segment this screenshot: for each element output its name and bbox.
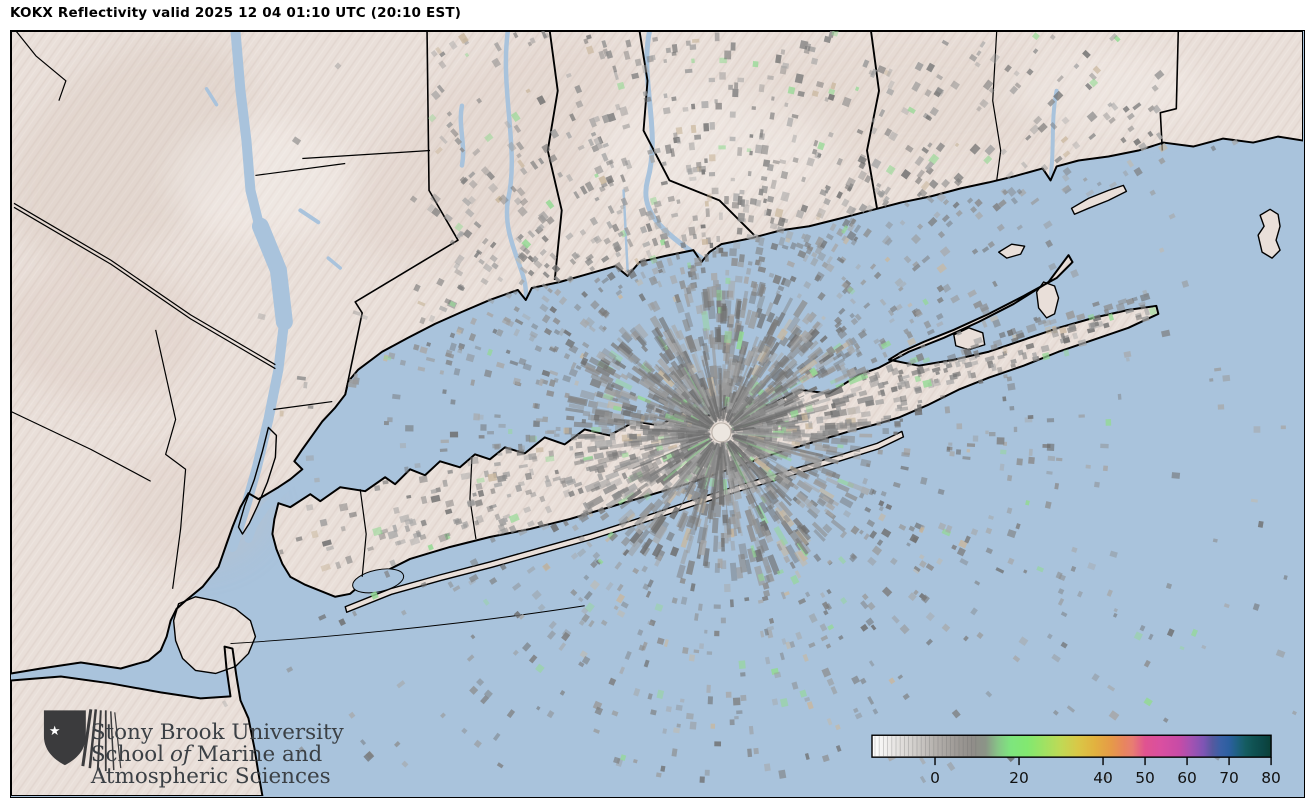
colorbar-gradient [871, 734, 1272, 758]
university-logo: ★ Stony Brook University School of Marine … [43, 709, 345, 789]
radar-map: 0 20 40 50 60 70 80 ★ Stony Brook University S… [10, 30, 1305, 798]
hudson-river [227, 31, 290, 552]
logo-star-icon: ★ [49, 724, 61, 739]
logo-line-3: Atmospheric Sciences [90, 764, 331, 789]
pond-1 [204, 87, 219, 107]
colorbar: 0 20 40 50 60 70 80 [871, 734, 1281, 787]
housatonic-river [503, 31, 529, 299]
nj-county-line-2 [11, 410, 151, 482]
ct-county-line-2 [638, 31, 755, 236]
nj-county-line-1 [155, 329, 187, 589]
boundaries [11, 31, 1180, 645]
ny-nj-border-a [13, 202, 276, 366]
ny-ct-border [344, 31, 459, 395]
colorbar-label-0: 0 [930, 769, 940, 787]
radar-map-svg: 0 20 40 50 60 70 80 ★ Stony Brook University S… [11, 31, 1303, 796]
logo-line-1: Stony Brook University [91, 720, 345, 745]
colorbar-tick-labels: 0 20 40 50 60 70 80 [930, 769, 1281, 787]
jamaica-bay [352, 568, 405, 594]
colorbar-label-70: 70 [1219, 769, 1239, 787]
map-title: KOKX Reflectivity valid 2025 12 04 01:10… [10, 5, 462, 21]
reservoir-1 [298, 208, 321, 225]
logo-shield-icon [43, 710, 86, 766]
logo-rays-icon [81, 709, 122, 772]
ny-county-line-1 [302, 149, 431, 160]
ny-county-line-3 [273, 400, 333, 411]
radar-radial-spokes [621, 330, 827, 537]
colorbar-label-50: 50 [1135, 769, 1155, 787]
candlewood-lake [458, 103, 466, 168]
thames-river [1048, 88, 1059, 179]
reservoir-2 [326, 256, 342, 270]
logo-line-2: School of Marine and [91, 742, 323, 767]
colorbar-stripes [874, 736, 977, 757]
ct-county-line-4 [992, 31, 1002, 181]
ny-nj-border-b [13, 206, 276, 370]
colorbar-label-40: 40 [1093, 769, 1113, 787]
li-county-line-1 [469, 457, 477, 540]
li-county-line-2 [359, 489, 367, 577]
maritime-line [230, 605, 585, 645]
ny-county-line-2 [255, 162, 346, 177]
east-river [244, 467, 310, 543]
ct-ri-border [1159, 31, 1180, 151]
colorbar-label-80: 80 [1261, 769, 1281, 787]
colorbar-ticks [934, 757, 1272, 766]
radar-site-center [711, 422, 732, 443]
ny-county-line-4 [15, 31, 67, 101]
colorbar-label-20: 20 [1009, 769, 1029, 787]
colorbar-label-60: 60 [1177, 769, 1197, 787]
